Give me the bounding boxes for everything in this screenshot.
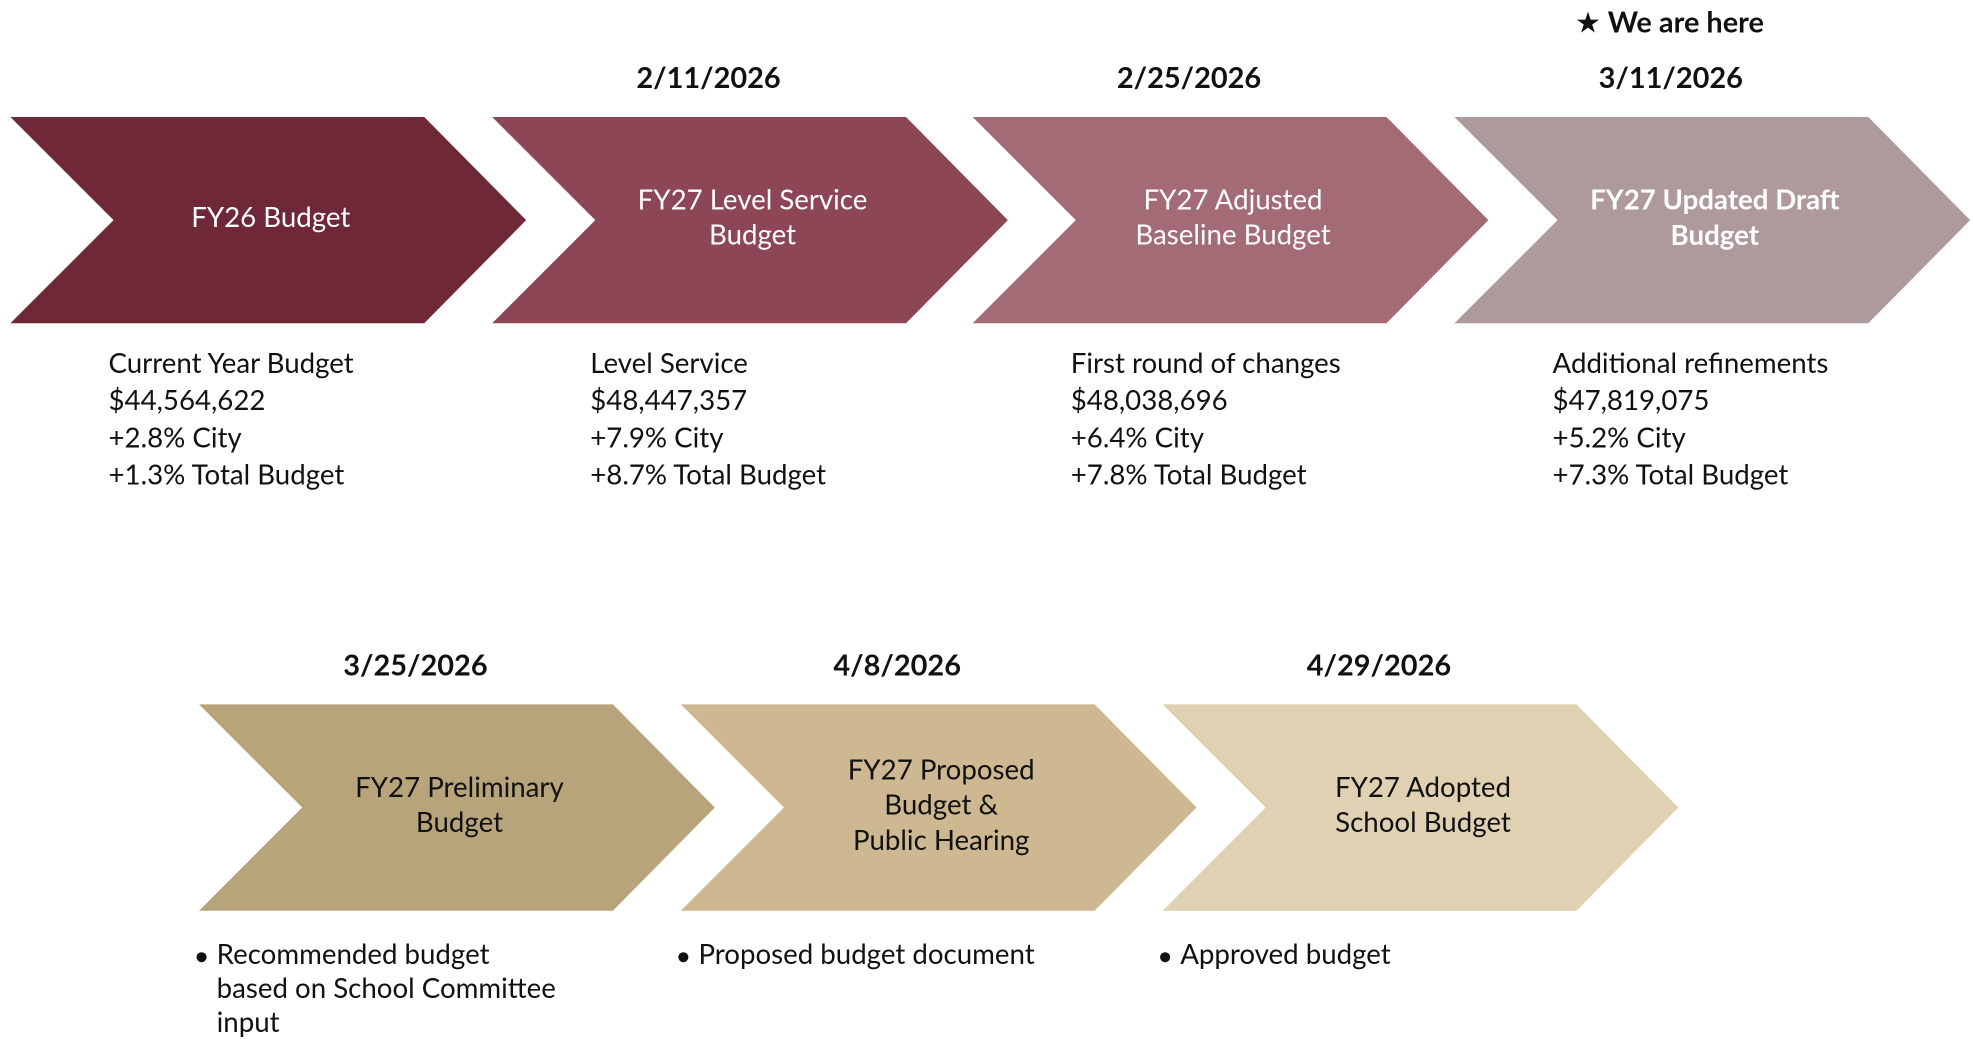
step-label: FY27 Preliminary xyxy=(355,770,564,803)
step-detail: +6.4% City xyxy=(1071,420,1205,453)
step-date: 3/11/2026 xyxy=(1599,60,1743,95)
bullet-text: input xyxy=(217,1005,280,1038)
step-detail: Current Year Budget xyxy=(109,346,354,379)
bullet-text: Recommended budget xyxy=(217,937,490,970)
step-label: FY27 Proposed xyxy=(848,752,1035,785)
step-label: Budget xyxy=(416,805,503,838)
step-detail: Additional refinements xyxy=(1553,346,1829,379)
step-date: 3/25/2026 xyxy=(343,647,487,682)
step-detail: +8.7% Total Budget xyxy=(590,457,826,490)
step-label: FY27 Adjusted xyxy=(1144,183,1323,216)
step-detail: +7.9% City xyxy=(590,420,724,453)
chevron xyxy=(1162,704,1679,911)
step-detail: Level Service xyxy=(590,346,748,379)
step-date: 4/8/2026 xyxy=(833,647,961,682)
bullet-text: based on School Committee xyxy=(217,971,556,1004)
step-label: FY26 Budget xyxy=(191,200,350,233)
step-detail: +7.8% Total Budget xyxy=(1071,457,1307,490)
bullet-dot xyxy=(678,952,689,963)
step-label: Budget xyxy=(1671,218,1760,251)
bullet-text: Approved budget xyxy=(1180,937,1391,970)
current-marker: ★ We are here xyxy=(1575,5,1764,40)
step-detail: $44,564,622 xyxy=(109,383,266,416)
chevron xyxy=(972,116,1489,324)
bullet-dot xyxy=(196,952,207,963)
step-date: 2/11/2026 xyxy=(636,60,780,95)
bullet-text: Proposed budget document xyxy=(698,937,1034,970)
step-label: Public Hearing xyxy=(853,823,1029,856)
step-detail: +5.2% City xyxy=(1553,420,1687,453)
step-label: FY27 Updated Draft xyxy=(1590,183,1840,216)
step-label: Budget xyxy=(709,218,796,251)
step-date: 4/29/2026 xyxy=(1307,647,1451,682)
step-label: Baseline Budget xyxy=(1135,218,1330,251)
bullet-dot xyxy=(1160,952,1171,963)
step-detail: $47,819,075 xyxy=(1553,383,1710,416)
step-label: FY27 Level Service xyxy=(638,183,868,216)
step-date: 2/25/2026 xyxy=(1117,60,1261,95)
chevron xyxy=(492,116,1008,324)
chevron xyxy=(1454,116,1971,324)
step-detail: +2.8% City xyxy=(109,420,243,453)
step-label: School Budget xyxy=(1335,805,1511,838)
step-detail: First round of changes xyxy=(1071,346,1341,379)
chevron xyxy=(680,704,1197,911)
step-detail: +1.3% Total Budget xyxy=(109,457,345,490)
step-label: FY27 Adopted xyxy=(1335,770,1511,803)
chevron xyxy=(10,116,527,324)
step-detail: $48,447,357 xyxy=(590,383,747,416)
chevron xyxy=(199,704,715,911)
step-detail: $48,038,696 xyxy=(1071,383,1228,416)
step-label: Budget & xyxy=(884,788,998,821)
step-detail: +7.3% Total Budget xyxy=(1553,457,1789,490)
